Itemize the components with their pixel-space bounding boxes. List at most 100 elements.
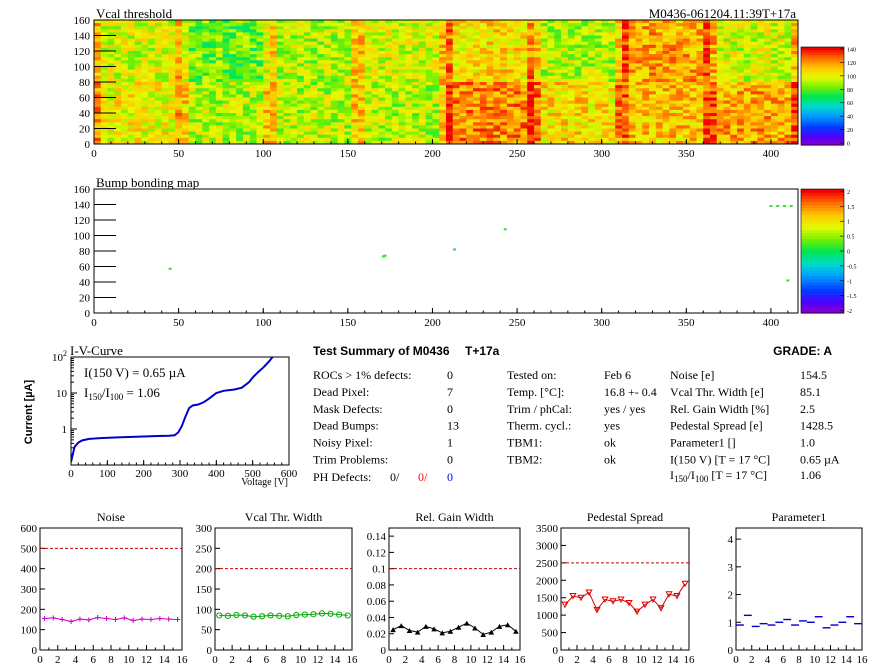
vcal-map-cell: [324, 44, 332, 49]
vcal-map-cell: [114, 23, 122, 27]
vcal-map-cell: [567, 94, 576, 98]
vcal-map-cell: [669, 66, 677, 71]
vcal-map-cell: [351, 103, 359, 108]
vcal-map-cell: [757, 140, 765, 144]
vcal-map-cell: [405, 140, 413, 144]
vcal-map-cell: [229, 109, 237, 114]
vcal-map-cell: [486, 140, 494, 144]
color-scale-band: [801, 220, 844, 224]
vcal-map-cell: [371, 137, 379, 142]
vcal-map-cell: [263, 72, 271, 77]
vcal-map-cell: [581, 78, 589, 83]
vcal-map-cell: [418, 51, 427, 55]
vcal-map-cell: [493, 113, 501, 117]
vcal-map-cell: [432, 44, 440, 49]
vcal-map-cell: [446, 134, 454, 139]
vcal-map-cell: [161, 109, 169, 114]
vcal-map-cell: [757, 97, 765, 102]
vcal-map-cell: [317, 69, 325, 74]
vcal-map-cell: [222, 47, 230, 52]
vcal-map-cell: [202, 122, 210, 126]
vcal-map-cell: [222, 44, 230, 49]
vcal-map-cell: [703, 106, 711, 111]
chart-point: [276, 612, 283, 619]
vcal-map-cell: [209, 94, 217, 98]
vcal-map-cell: [655, 137, 664, 142]
vcal-map-cell: [378, 20, 386, 24]
vcal-map-cell: [574, 29, 582, 33]
vcal-map-cell: [236, 88, 244, 92]
vcal-map-cell: [608, 47, 616, 52]
vcal-map-cell: [344, 75, 352, 80]
vcal-map-cell: [493, 128, 501, 133]
vcal-map-cell: [114, 38, 122, 43]
vcal-map-cell: [385, 54, 393, 58]
vcal-map-cell: [330, 94, 339, 98]
vcal-map-cell: [229, 51, 237, 55]
vcal-map-cell: [412, 106, 420, 111]
x-tick-label: 150: [340, 148, 357, 160]
vcal-map-cell: [154, 97, 163, 102]
vcal-map-cell: [154, 125, 163, 129]
vcal-map-cell: [473, 32, 481, 36]
vcal-map-cell: [351, 113, 359, 117]
vcal-map-cell: [236, 72, 244, 77]
vcal-map-cell: [506, 119, 515, 123]
vcal-map-cell: [175, 47, 183, 52]
vcal-map-cell: [141, 57, 149, 61]
vcal-map-cell: [107, 128, 115, 133]
vcal-map-cell: [175, 116, 183, 120]
vcal-map-cell: [378, 32, 386, 36]
vcal-map-cell: [547, 54, 555, 58]
vcal-map-cell: [107, 51, 115, 55]
vcal-map-cell: [188, 75, 197, 80]
vcal-map-cell: [506, 66, 515, 71]
vcal-map-cell: [222, 63, 230, 67]
vcal-map-cell: [344, 20, 352, 24]
vcal-map-cell: [182, 122, 190, 126]
vcal-map-cell: [696, 41, 704, 46]
vcal-map-cell: [594, 109, 603, 114]
chart-y-tick-label: 2500: [536, 558, 559, 570]
vcal-map-cell: [615, 20, 623, 24]
vcal-map-cell: [750, 119, 758, 123]
vcal-map-cell: [215, 63, 224, 67]
vcal-map-cell: [635, 44, 643, 49]
vcal-map-cell: [513, 57, 521, 61]
vcal-map-cell: [195, 35, 203, 40]
vcal-map-cell: [276, 134, 285, 139]
vcal-map-cell: [127, 26, 136, 30]
vcal-map-cell: [588, 47, 596, 52]
x-tick-label: 0: [91, 317, 97, 329]
vcal-map-cell: [202, 106, 210, 111]
vcal-map-cell: [757, 60, 765, 64]
vcal-map-cell: [676, 63, 684, 67]
y-tick-label: 0: [85, 308, 91, 320]
vcal-map-cell: [527, 57, 535, 61]
vcal-map-cell: [689, 23, 697, 27]
vcal-map-cell: [168, 41, 176, 46]
vcal-map-cell: [330, 75, 339, 80]
vcal-map-cell: [358, 116, 366, 120]
vcal-map-cell: [716, 51, 725, 55]
chart-frame: [560, 527, 690, 651]
vcal-map-cell: [493, 57, 501, 61]
vcal-map-cell: [337, 97, 345, 102]
vcal-map-cell: [391, 47, 400, 52]
vcal-map-cell: [378, 122, 386, 126]
vcal-map-cell: [141, 137, 149, 142]
vcal-map-cell: [723, 128, 731, 133]
vcal-map-cell: [500, 113, 508, 117]
vcal-map-cell: [662, 44, 670, 49]
vcal-map-cell: [134, 47, 142, 52]
vcal-map-cell: [405, 100, 413, 105]
vcal-map-cell: [310, 88, 318, 92]
vcal-map-cell: [540, 131, 549, 136]
vcal-map-cell: [290, 94, 298, 98]
vcal-map-cell: [784, 32, 792, 36]
vcal-map-cell: [276, 38, 285, 43]
vcal-map-cell: [635, 131, 643, 136]
vcal-map-cell: [601, 134, 609, 139]
vcal-map-cell: [594, 57, 603, 61]
vcal-map-cell: [567, 106, 576, 111]
